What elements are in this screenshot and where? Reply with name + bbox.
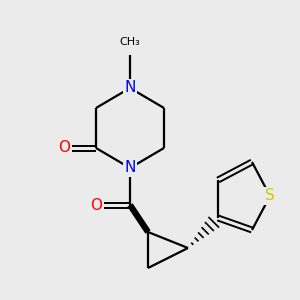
Text: CH₃: CH₃: [120, 37, 140, 47]
Text: N: N: [124, 160, 136, 175]
Text: N: N: [124, 80, 136, 95]
Text: O: O: [58, 140, 70, 155]
Text: O: O: [90, 197, 102, 212]
Text: S: S: [265, 188, 275, 203]
